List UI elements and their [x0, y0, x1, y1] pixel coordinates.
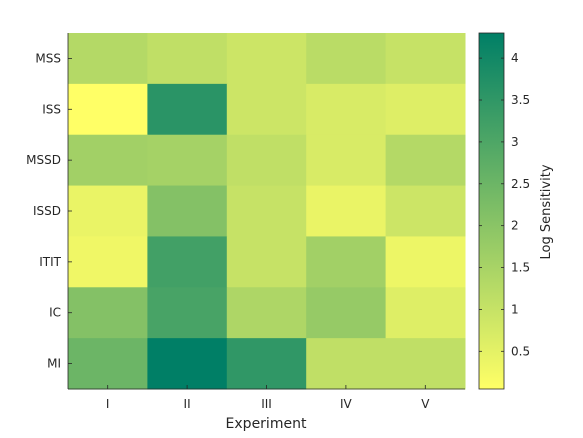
colorbar-tick-label: 3	[511, 135, 519, 149]
colorbar-tick-label: 1	[511, 302, 519, 316]
heatmap-cell	[306, 287, 387, 339]
heatmap-cell	[226, 83, 307, 136]
colorbar-gradient	[478, 32, 505, 390]
y-tick-label: ISSD	[33, 204, 61, 218]
heatmap-cell	[385, 33, 466, 85]
heatmap-cell	[306, 33, 387, 85]
heatmap-cell	[226, 236, 307, 288]
heatmap-cell	[385, 185, 466, 237]
heatmap-cell	[68, 338, 148, 390]
colorbar-tick-label: 4	[511, 51, 519, 65]
heatmap-cell	[68, 134, 148, 187]
heatmap-cell	[147, 236, 228, 288]
heatmap-cell	[385, 287, 466, 339]
heatmap-cell	[385, 83, 466, 136]
heatmap-cell	[226, 287, 307, 339]
heatmap-cell	[226, 33, 307, 85]
heatmap-cell	[68, 236, 148, 288]
colorbar-tick-label: 2	[511, 219, 519, 233]
y-tick-label: ISS	[42, 102, 61, 116]
x-axis-label: Experiment	[226, 416, 307, 432]
y-tick-label: IC	[49, 306, 61, 320]
heatmap-cells	[68, 33, 466, 390]
x-axis-ticks: I II III IV V	[106, 385, 430, 411]
heatmap-cell	[226, 338, 307, 390]
y-axis-ticks: MSS ISS MSSD ISSD ITIT IC MI	[26, 51, 72, 371]
heatmap-cell	[385, 236, 466, 288]
heatmap-cell	[226, 134, 307, 187]
x-tick-label: III	[261, 397, 272, 411]
colorbar-tick-label: 3.5	[511, 93, 530, 107]
heatmap-cell	[147, 185, 228, 237]
heatmap-cell	[68, 185, 148, 237]
colorbar-label: Log Sensitivity	[539, 164, 554, 259]
heatmap-cell	[68, 287, 148, 339]
heatmap-cell	[306, 83, 387, 136]
x-tick-label: II	[184, 397, 191, 411]
y-tick-label: MI	[47, 357, 61, 371]
x-tick-label: I	[106, 397, 110, 411]
x-tick-label: V	[421, 397, 430, 411]
heatmap-cell	[147, 33, 228, 85]
heatmap-cell	[306, 236, 387, 288]
heatmap-cell	[306, 338, 387, 390]
heatmap-cell	[306, 134, 387, 187]
heatmap-cell	[306, 185, 387, 237]
y-tick-label: MSSD	[26, 153, 61, 167]
colorbar-tick-label: 1.5	[511, 261, 530, 275]
heatmap-cell	[68, 33, 148, 85]
colorbar-tick-label: 2.5	[511, 177, 530, 191]
heatmap-cell	[147, 338, 228, 390]
colorbar: 0.5 1 1.5 2 2.5 3 3.5 4	[478, 32, 530, 390]
x-tick-label: IV	[340, 397, 353, 411]
heatmap-cell	[147, 134, 228, 187]
y-tick-label: MSS	[35, 51, 61, 65]
heatmap-cell	[385, 134, 466, 187]
y-tick-label: ITIT	[39, 255, 61, 269]
heatmap-cell	[226, 185, 307, 237]
heatmap-cell	[68, 83, 148, 136]
heatmap-cell	[147, 83, 228, 136]
heatmap-cell	[385, 338, 466, 390]
heatmap-cell	[147, 287, 228, 339]
colorbar-tick-label: 0.5	[511, 344, 530, 358]
